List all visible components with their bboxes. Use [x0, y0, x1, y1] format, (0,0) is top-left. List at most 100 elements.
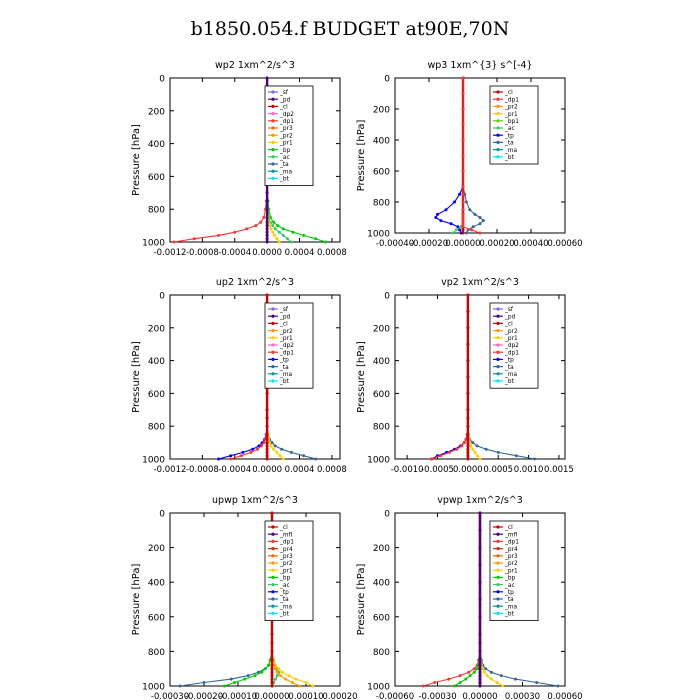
- legend-marker-upwp-ma: [271, 604, 275, 608]
- data-point-wp3-tp: [458, 228, 462, 232]
- data-point-up2-cl: [265, 457, 269, 461]
- legend-marker-up2-sf: [271, 307, 275, 311]
- legend-label-vpwp-dp1: _dp1: [504, 540, 519, 546]
- legend-marker-vpwp-cl: [496, 525, 500, 529]
- legend-marker-upwp-bt: [271, 611, 275, 616]
- legend-label-vp2-bt: _bt: [504, 379, 515, 385]
- data-point-upwp-ta: [178, 684, 182, 688]
- x-tick-label-vp2: 0.0005: [483, 465, 513, 475]
- data-point-upwp-cl: [270, 641, 274, 645]
- legend-marker-upwp-pr4: [271, 547, 275, 551]
- series-line-wp2-dp1: [173, 78, 268, 243]
- data-point-up2-cl: [265, 293, 269, 297]
- legend-label-wp3-cl: _cl: [504, 90, 513, 96]
- data-point-up2-cl: [265, 447, 269, 451]
- data-point-vpwp-mfl: [478, 546, 482, 550]
- series-line-up2-tp: [218, 295, 268, 460]
- data-point-wp3-ta: [464, 231, 468, 235]
- plot-frame-up2: [169, 294, 341, 460]
- x-tick-label-vpwp: 0.00030: [505, 692, 540, 700]
- legend-label-upwp-dp1: _dp1: [279, 540, 294, 546]
- legend-marker-vp2-dp1: [496, 350, 500, 354]
- x-tick-label-vpwp: 0.00060: [547, 692, 582, 700]
- series-line-upwp-ta: [180, 513, 273, 687]
- legend-marker-wp3-tp: [496, 133, 500, 137]
- data-point-vpwp-dp1: [467, 670, 471, 674]
- x-tick-label-wp2: -0.0008: [186, 248, 219, 258]
- x-tick-label-vp2: -0.0010: [391, 465, 424, 475]
- legend-marker-vp2-ta: [496, 365, 500, 369]
- page-title: b1850.054.f BUDGET at90E,70N: [190, 18, 510, 40]
- y-tick-label-wp3: 600: [373, 168, 390, 178]
- legend-marker-up2-dp2: [271, 343, 275, 347]
- data-point-vp2-cl: [466, 441, 470, 445]
- legend-label-wp3-pr1: _pr1: [504, 112, 518, 118]
- legend-marker-vpwp-ac: [496, 583, 500, 587]
- legend-label-up2-sf: _sf: [279, 307, 289, 313]
- data-point-vp2-cl: [466, 293, 470, 297]
- data-point-vpwp-dp1: [421, 684, 425, 688]
- legend-marker-vpwp-tp: [496, 590, 500, 594]
- data-point-up2-dp1: [249, 450, 253, 454]
- y-axis-label-upwp: Pressure [hPa]: [131, 564, 142, 636]
- x-tick-label-upwp: 0.00000: [254, 692, 289, 700]
- plot-frame-wp3: [394, 77, 566, 234]
- legend-label-vpwp-pr2: _pr2: [504, 561, 518, 567]
- x-tick-label-up2: 0.0004: [285, 465, 315, 475]
- data-point-vp2-pr1: [471, 447, 475, 451]
- legend-label-up2-dp2: _dp2: [279, 343, 294, 349]
- legend-label-wp2-pr3: _pr3: [279, 126, 293, 132]
- legend-label-vpwp-pr1: _pr1: [504, 568, 518, 574]
- series-line-wp3-tp: [435, 78, 464, 234]
- data-point-vp2-cl: [466, 457, 470, 461]
- data-point-wp2-pd: [265, 237, 269, 241]
- legend-marker-wp2-bt: [271, 176, 275, 180]
- y-tick-label-wp3: 400: [373, 137, 390, 147]
- legend-marker-vpwp-pr2: [496, 561, 500, 565]
- x-tick-label-upwp: 0.00020: [322, 692, 357, 700]
- legend-marker-vp2-pr1: [496, 336, 500, 340]
- legend-label-up2-ma: _ma: [279, 372, 293, 378]
- data-point-wp2-dp1: [172, 240, 176, 244]
- x-tick-label-wp3: 0.00060: [547, 239, 582, 249]
- data-point-vpwp-mfl: [478, 681, 482, 684]
- x-tick-label-wp2: -0.0004: [218, 248, 251, 258]
- x-tick-label-wp2: 0.0008: [317, 248, 347, 258]
- legend-label-up2-cl: _cl: [279, 322, 288, 328]
- y-tick-label-up2: 800: [148, 423, 165, 433]
- data-point-vpwp-mfl: [478, 667, 482, 671]
- legend-label-up2-pr2: _pr2: [279, 329, 293, 335]
- data-point-wp2-dp1: [259, 220, 263, 224]
- data-point-wp2-ac: [289, 240, 293, 244]
- data-point-wp3-cl: [461, 228, 465, 232]
- y-tick-label-vpwp: 400: [373, 579, 390, 589]
- legend-label-vpwp-bt: _bt: [504, 612, 515, 618]
- data-point-vpwp-mfl: [478, 649, 482, 653]
- data-point-wp2-pd: [265, 224, 269, 228]
- data-point-upwp-cl: [270, 649, 274, 653]
- legend-marker-up2-ma: [271, 372, 275, 376]
- data-point-upwp-cl: [270, 684, 274, 688]
- y-tick-label-vp2: 200: [373, 324, 390, 334]
- legend-marker-upwp-ta: [271, 597, 275, 601]
- data-point-wp2-pd: [265, 240, 269, 244]
- data-point-vpwp-dp1: [433, 681, 437, 684]
- series-line-vpwp-bp: [454, 513, 481, 687]
- x-tick-label-wp3: -0.00020: [410, 239, 448, 249]
- legend-label-upwp-cl: _cl: [279, 525, 288, 531]
- data-point-wp3-ta: [464, 200, 468, 204]
- legend-label-upwp-bt: _bt: [279, 612, 290, 618]
- legend-marker-wp3-ma: [496, 148, 500, 152]
- x-tick-label-vp2: 0.0010: [514, 465, 544, 475]
- y-tick-label-upwp: 600: [148, 613, 165, 623]
- series-line-up2-dp1: [230, 295, 268, 460]
- data-point-vpwp-mfl: [478, 663, 482, 667]
- legend-label-upwp-pr1: _pr1: [279, 568, 293, 574]
- x-tick-label-wp2: -0.0012: [154, 248, 187, 258]
- data-point-vpwp-bp: [458, 681, 462, 684]
- series-line-wp3-ac: [452, 78, 464, 234]
- data-point-upwp-ta: [202, 681, 206, 684]
- legend-label-vp2-dp2: _dp2: [504, 343, 519, 349]
- legend-label-wp2-dp1: _dp1: [279, 119, 294, 125]
- legend-marker-upwp-pr1: [271, 568, 275, 572]
